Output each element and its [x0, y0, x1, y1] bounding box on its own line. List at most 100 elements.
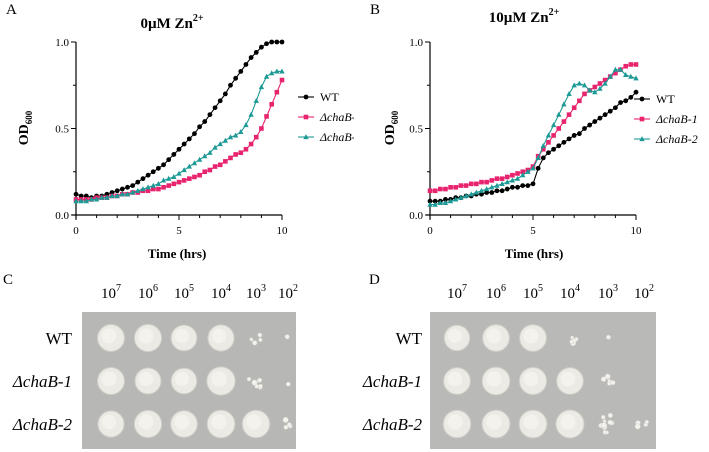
data-point	[556, 111, 562, 117]
dilution-base: 10	[447, 286, 462, 302]
panel-letter: B	[370, 2, 380, 18]
strain-label: ΔchaB-1	[12, 372, 72, 391]
y-axis-label: OD600	[17, 110, 34, 145]
colony	[605, 430, 609, 435]
series-0	[427, 89, 639, 204]
data-point	[628, 94, 634, 100]
dilution-label: 107	[101, 283, 121, 302]
data-point	[233, 152, 238, 157]
data-point	[253, 134, 259, 140]
data-point	[458, 183, 464, 188]
dilution-labels: 107 106 105 104 103 102	[447, 283, 654, 302]
data-point	[623, 63, 628, 69]
title-main: 10µM Zn	[489, 10, 550, 26]
data-point	[607, 73, 613, 79]
spot-highlight	[211, 414, 227, 430]
data-point	[602, 77, 608, 83]
data-point	[156, 165, 161, 171]
data-point	[166, 175, 172, 181]
data-point	[217, 162, 223, 168]
growth-chart-b: B 10µM Zn2+ OD600 Time (hrs) 0 5 10 0.0 0.5 1…	[370, 2, 698, 261]
data-point	[479, 191, 484, 197]
data-point	[437, 199, 443, 205]
colony	[282, 416, 289, 423]
dilution-base: 10	[211, 286, 226, 302]
dilution-label: 104	[211, 283, 231, 302]
legend-label: WT	[656, 92, 675, 106]
data-point	[581, 82, 588, 88]
data-point	[269, 101, 274, 107]
data-point	[499, 176, 505, 181]
spot-highlight	[486, 371, 502, 387]
data-point	[504, 179, 510, 185]
colony	[607, 412, 613, 418]
data-point	[259, 126, 264, 131]
data-point	[427, 201, 433, 207]
colony	[283, 424, 289, 430]
data-point	[509, 177, 516, 183]
colony	[258, 337, 263, 342]
data-point	[602, 112, 608, 118]
data-point	[191, 160, 198, 166]
data-point	[577, 98, 582, 104]
data-point	[448, 185, 453, 190]
data-point	[484, 179, 489, 185]
data-point	[633, 89, 639, 95]
data-point	[104, 194, 110, 200]
data-point	[628, 62, 634, 67]
data-point	[617, 66, 624, 72]
x-tick-label: 5	[176, 225, 182, 237]
data-point	[483, 186, 490, 192]
legend-marker	[639, 96, 645, 102]
axes: 0 5 10 0.0 0.5 1.0	[55, 37, 288, 237]
data-point	[571, 105, 577, 111]
data-point	[243, 62, 249, 67]
data-point	[520, 183, 526, 188]
data-point	[119, 191, 126, 197]
data-point	[613, 105, 618, 111]
dilution-base: 10	[246, 286, 261, 302]
data-point	[618, 100, 623, 105]
axes: 0 5 10 0.0 0.5 1.0	[409, 37, 642, 237]
data-point	[227, 134, 234, 140]
y-tick-label: 1.0	[55, 37, 69, 49]
data-point	[150, 182, 156, 188]
ylabel-main: OD	[383, 124, 398, 145]
data-point	[155, 180, 162, 186]
dilution-exp: 4	[575, 283, 580, 294]
dilution-exp: 5	[538, 283, 543, 294]
panel-letter: A	[6, 2, 17, 18]
data-point	[248, 141, 254, 147]
data-point	[576, 131, 582, 137]
legend-label: ΔchaB-2	[319, 130, 354, 144]
data-point	[73, 198, 79, 204]
data-point	[171, 174, 177, 180]
spot-highlight	[447, 328, 463, 344]
data-point	[166, 183, 171, 188]
data-point	[571, 133, 577, 138]
x-axis-label: Time (hrs)	[148, 246, 207, 261]
data-point	[145, 172, 151, 178]
data-point	[443, 186, 448, 192]
colony	[252, 340, 258, 346]
colony	[249, 337, 254, 342]
spot-highlight	[560, 414, 576, 430]
data-point	[535, 155, 541, 161]
data-point	[566, 112, 572, 117]
chart-title: 10µM Zn2+	[489, 7, 560, 26]
title-main: 0µM Zn	[140, 16, 193, 32]
data-point	[119, 186, 125, 192]
spot-highlight	[523, 371, 539, 387]
data-point	[540, 142, 546, 148]
dilution-base: 10	[101, 286, 116, 302]
data-point	[556, 143, 562, 149]
data-point	[494, 188, 500, 194]
legend-label: ΔchaB-1	[655, 112, 698, 126]
dilution-label: 106	[138, 283, 158, 302]
data-point	[217, 98, 223, 104]
spot-highlight	[101, 371, 117, 387]
data-point	[463, 193, 469, 199]
dilution-exp: 3	[261, 283, 266, 294]
dilution-base: 10	[634, 286, 649, 302]
